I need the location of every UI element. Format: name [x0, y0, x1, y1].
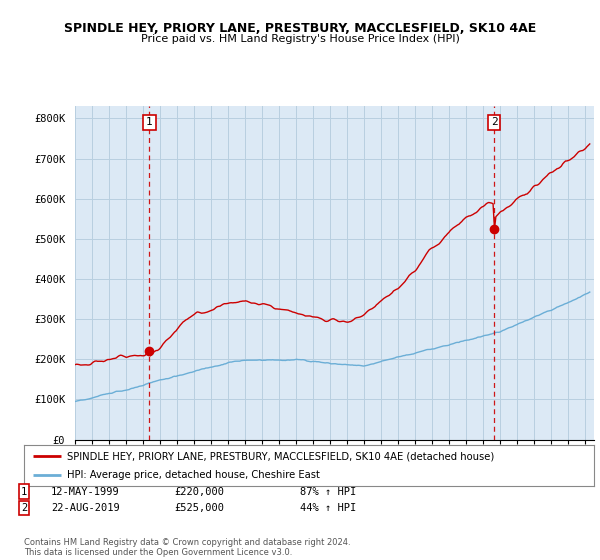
- Text: 1: 1: [21, 487, 27, 497]
- Text: HPI: Average price, detached house, Cheshire East: HPI: Average price, detached house, Ches…: [67, 470, 320, 479]
- Text: 22-AUG-2019: 22-AUG-2019: [51, 503, 120, 513]
- Text: 87% ↑ HPI: 87% ↑ HPI: [300, 487, 356, 497]
- Text: SPINDLE HEY, PRIORY LANE, PRESTBURY, MACCLESFIELD, SK10 4AE (detached house): SPINDLE HEY, PRIORY LANE, PRESTBURY, MAC…: [67, 451, 494, 461]
- Text: 1: 1: [146, 118, 153, 128]
- Text: SPINDLE HEY, PRIORY LANE, PRESTBURY, MACCLESFIELD, SK10 4AE: SPINDLE HEY, PRIORY LANE, PRESTBURY, MAC…: [64, 22, 536, 35]
- Text: 12-MAY-1999: 12-MAY-1999: [51, 487, 120, 497]
- Text: Contains HM Land Registry data © Crown copyright and database right 2024.
This d: Contains HM Land Registry data © Crown c…: [24, 538, 350, 557]
- Text: £220,000: £220,000: [174, 487, 224, 497]
- Text: Price paid vs. HM Land Registry's House Price Index (HPI): Price paid vs. HM Land Registry's House …: [140, 34, 460, 44]
- Text: 44% ↑ HPI: 44% ↑ HPI: [300, 503, 356, 513]
- Text: £525,000: £525,000: [174, 503, 224, 513]
- Text: 2: 2: [491, 118, 497, 128]
- Text: 2: 2: [21, 503, 27, 513]
